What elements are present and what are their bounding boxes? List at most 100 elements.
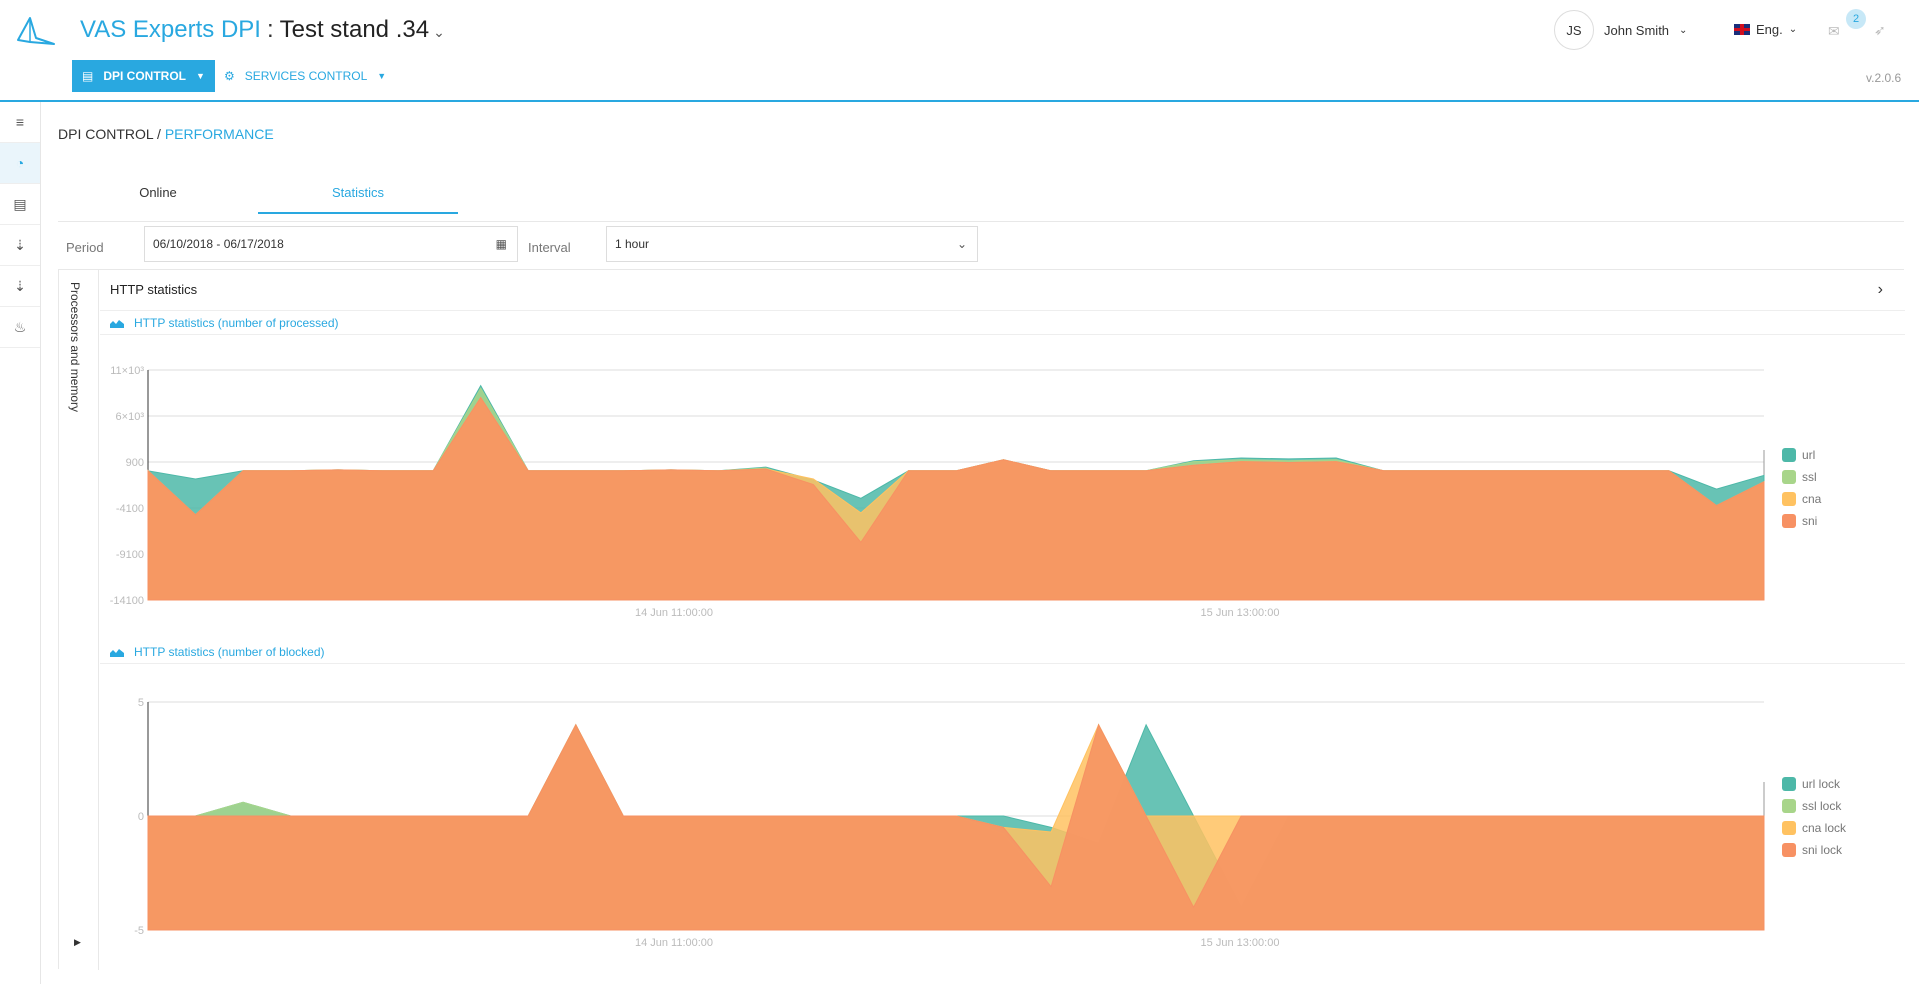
chart2-legend: url lock ssl lock cna lock sni lock bbox=[1782, 773, 1846, 861]
user-menu[interactable]: JS John Smith ⌄ bbox=[1554, 10, 1687, 50]
panel-title[interactable]: HTTP statistics › bbox=[100, 270, 1905, 311]
x-tick-label: 15 Jun 13:00:00 bbox=[1201, 937, 1280, 949]
legend-label: sni bbox=[1802, 514, 1818, 528]
chevron-right-icon[interactable]: › bbox=[1877, 281, 1883, 298]
legend-label: sni lock bbox=[1802, 843, 1843, 857]
interval-value: 1 hour bbox=[615, 237, 650, 251]
caret-down-icon: ▼ bbox=[377, 71, 387, 81]
legend-item[interactable]: ssl lock bbox=[1782, 795, 1846, 817]
area-chart-icon bbox=[110, 648, 124, 657]
breadcrumb: DPI CONTROL / PERFORMANCE bbox=[58, 126, 274, 142]
x-tick-label: 15 Jun 13:00:00 bbox=[1201, 607, 1280, 619]
legend-item[interactable]: cna bbox=[1782, 488, 1821, 510]
period-input[interactable]: 06/10/2018 - 06/17/2018 ▦ bbox=[144, 226, 518, 262]
tab-online[interactable]: Online bbox=[139, 185, 177, 200]
interval-select[interactable]: 1 hour ⌄ bbox=[606, 226, 978, 262]
mail-count-badge: 2 bbox=[1846, 9, 1866, 29]
avatar: JS bbox=[1554, 10, 1594, 50]
legend-swatch bbox=[1782, 514, 1796, 528]
nav-dpi-control[interactable]: ▤ DPI CONTROL ▼ bbox=[72, 60, 215, 92]
mail-icon[interactable]: ✉ bbox=[1828, 23, 1840, 39]
legend-swatch bbox=[1782, 799, 1796, 813]
breadcrumb-separator: / bbox=[157, 126, 161, 142]
period-label: Period bbox=[66, 240, 104, 255]
stand-name: Test stand .34 bbox=[279, 16, 430, 43]
rocket-icon[interactable]: ➶ bbox=[1874, 22, 1886, 38]
area-chart-icon bbox=[110, 319, 124, 328]
signal-icon[interactable]: ♨ bbox=[0, 307, 40, 348]
chart1-legend: url ssl cna sni bbox=[1782, 444, 1821, 532]
legend-swatch bbox=[1782, 492, 1796, 506]
app-title[interactable]: VAS Experts DPI: Test stand .34 ⌄ bbox=[80, 16, 445, 44]
legend-label: url lock bbox=[1802, 777, 1841, 791]
legend-item[interactable]: sni bbox=[1782, 510, 1821, 532]
calendar-icon[interactable]: ▦ bbox=[495, 237, 507, 251]
chart1-title: HTTP statistics (number of processed) bbox=[100, 311, 1905, 335]
user-name: John Smith bbox=[1604, 22, 1670, 38]
nav-dpi-label: DPI CONTROL bbox=[103, 69, 187, 83]
dashboard-icon[interactable]: ◔ bbox=[0, 143, 40, 184]
chart1-title-text: HTTP statistics (number of processed) bbox=[134, 315, 339, 330]
statistics-panel: Processors and memory ▶ HTTP statistics … bbox=[58, 269, 1905, 970]
brand-name: VAS Experts DPI bbox=[80, 16, 261, 43]
nav-services-label: SERVICES CONTROL bbox=[244, 69, 368, 83]
chevron-down-icon: ⌄ bbox=[1788, 24, 1798, 35]
y-tick-label: -4100 bbox=[116, 503, 144, 515]
y-tick-label: 11×10³ bbox=[110, 365, 144, 377]
chart2-title: HTTP statistics (number of blocked) bbox=[100, 640, 1905, 664]
legend-item[interactable]: cna lock bbox=[1782, 817, 1846, 839]
y-tick-label: 6×10³ bbox=[116, 411, 145, 423]
legend-swatch bbox=[1782, 843, 1796, 857]
breadcrumb-current: PERFORMANCE bbox=[164, 126, 274, 142]
app-header: VAS Experts DPI: Test stand .34 ⌄ ▤ DPI CO… bbox=[0, 0, 1919, 102]
logo-icon[interactable] bbox=[14, 14, 58, 50]
vertical-tab-processors[interactable]: Processors and memory ▶ bbox=[59, 270, 99, 970]
menu-toggle-icon[interactable]: ≡ bbox=[0, 102, 40, 143]
gears-icon: ⚙ bbox=[224, 69, 235, 83]
vertical-tab-label: Processors and memory bbox=[68, 282, 82, 413]
sort-numeric-icon[interactable]: ⇣ bbox=[0, 225, 40, 266]
chevron-down-icon: ⌄ bbox=[1679, 24, 1688, 36]
nav-services-control[interactable]: ⚙ SERVICES CONTROL ▼ bbox=[224, 60, 386, 92]
caret-down-icon: ▼ bbox=[196, 71, 205, 81]
x-tick-label: 14 Jun 11:00:00 bbox=[635, 607, 713, 619]
y-tick-label: -14100 bbox=[110, 595, 144, 607]
tab-bar: Online Statistics bbox=[58, 170, 1904, 222]
interval-label: Interval bbox=[528, 240, 571, 255]
legend-swatch bbox=[1782, 777, 1796, 791]
legend-swatch bbox=[1782, 821, 1796, 835]
left-sidebar: ≡ ◔ ▤ ⇣ ⇣ ♨ bbox=[0, 102, 41, 984]
x-tick-label: 14 Jun 11:00:00 bbox=[635, 937, 713, 949]
series-area-sni-lock bbox=[147, 723, 1765, 931]
legend-label: url bbox=[1802, 448, 1816, 462]
legend-label: cna lock bbox=[1802, 821, 1847, 835]
breadcrumb-root[interactable]: DPI CONTROL bbox=[58, 126, 154, 142]
chart-blocked: 5 0 -5 14 Jun 11:00:00 15 Jun 13:00:00 bbox=[134, 697, 1765, 949]
server-icon: ▤ bbox=[82, 69, 94, 83]
language-menu[interactable]: Eng. ⌄ bbox=[1734, 22, 1797, 37]
legend-label: ssl bbox=[1802, 470, 1817, 484]
legend-item[interactable]: ssl bbox=[1782, 466, 1821, 488]
filter-bar: Period 06/10/2018 - 06/17/2018 ▦ Interva… bbox=[58, 226, 1904, 268]
y-tick-label: -5 bbox=[134, 925, 144, 937]
y-tick-label: 900 bbox=[126, 457, 144, 469]
uk-flag-icon bbox=[1734, 24, 1750, 35]
legend-swatch bbox=[1782, 448, 1796, 462]
chart-processed: 11×10³ 6×10³ 900 -4100 -9100 -14100 14 Jun 11:… bbox=[110, 365, 1765, 619]
language-label: Eng. bbox=[1756, 22, 1783, 37]
legend-swatch bbox=[1782, 470, 1796, 484]
server-list-icon[interactable]: ▤ bbox=[0, 184, 40, 225]
y-tick-label: -9100 bbox=[116, 549, 144, 561]
brand-separator: : bbox=[266, 16, 274, 43]
tab-statistics[interactable]: Statistics bbox=[258, 178, 458, 214]
caret-right-icon[interactable]: ▶ bbox=[74, 937, 81, 947]
sort-alpha-icon[interactable]: ⇣ bbox=[0, 266, 40, 307]
chevron-down-icon: ⌄ bbox=[433, 24, 445, 40]
legend-item[interactable]: url bbox=[1782, 444, 1821, 466]
y-tick-label: 5 bbox=[138, 697, 144, 709]
legend-item[interactable]: url lock bbox=[1782, 773, 1846, 795]
series-area-sni bbox=[147, 396, 1765, 601]
legend-item[interactable]: sni lock bbox=[1782, 839, 1846, 861]
legend-label: cna bbox=[1802, 492, 1822, 506]
panel-title-text: HTTP statistics bbox=[110, 282, 198, 297]
